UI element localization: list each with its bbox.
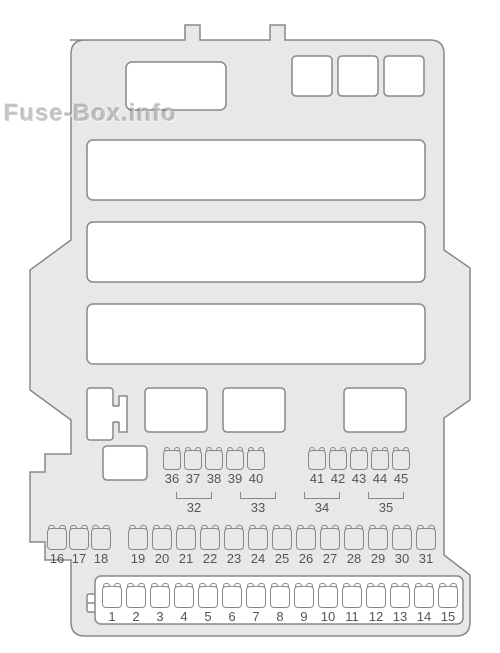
fuse-20 xyxy=(152,528,172,550)
fuse-label-11: 11 xyxy=(341,610,363,623)
fuse-22 xyxy=(200,528,220,550)
fuse-14 xyxy=(414,586,434,608)
fuse-21 xyxy=(176,528,196,550)
fuse-label-6: 6 xyxy=(221,610,243,623)
fuse-label-39: 39 xyxy=(224,472,246,485)
fuse-43 xyxy=(350,450,368,470)
fuse-5 xyxy=(198,586,218,608)
bracket-34 xyxy=(304,492,340,499)
fuse-25 xyxy=(272,528,292,550)
fuse-44 xyxy=(371,450,389,470)
fuse-28 xyxy=(344,528,364,550)
fuse-label-18: 18 xyxy=(90,552,112,565)
fuse-label-4: 4 xyxy=(173,610,195,623)
fuse-label-9: 9 xyxy=(293,610,315,623)
fuse-16 xyxy=(47,528,67,550)
bracket-33 xyxy=(240,492,276,499)
fuse-2 xyxy=(126,586,146,608)
fuse-26 xyxy=(296,528,316,550)
fuse-label-30: 30 xyxy=(391,552,413,565)
fuse-11 xyxy=(342,586,362,608)
fuse-label-33: 33 xyxy=(247,501,269,514)
fuse-label-14: 14 xyxy=(413,610,435,623)
fuse-label-37: 37 xyxy=(182,472,204,485)
fuse-label-19: 19 xyxy=(127,552,149,565)
fuse-label-3: 3 xyxy=(149,610,171,623)
fuse-1 xyxy=(102,586,122,608)
fuse-rows: 3637383940414243444532333435192021222324… xyxy=(0,0,500,653)
fuse-3 xyxy=(150,586,170,608)
fuse-23 xyxy=(224,528,244,550)
fuse-label-27: 27 xyxy=(319,552,341,565)
fuse-label-12: 12 xyxy=(365,610,387,623)
fuse-label-8: 8 xyxy=(269,610,291,623)
fuse-15 xyxy=(438,586,458,608)
fuse-label-13: 13 xyxy=(389,610,411,623)
fuse-42 xyxy=(329,450,347,470)
fuse-38 xyxy=(205,450,223,470)
fuse-4 xyxy=(174,586,194,608)
fuse-label-42: 42 xyxy=(327,472,349,485)
fuse-13 xyxy=(390,586,410,608)
fuse-label-26: 26 xyxy=(295,552,317,565)
fuse-31 xyxy=(416,528,436,550)
fuse-label-45: 45 xyxy=(390,472,412,485)
fuse-label-40: 40 xyxy=(245,472,267,485)
fuse-label-38: 38 xyxy=(203,472,225,485)
fuse-label-32: 32 xyxy=(183,501,205,514)
bracket-32 xyxy=(176,492,212,499)
fuse-label-5: 5 xyxy=(197,610,219,623)
fuse-41 xyxy=(308,450,326,470)
fuse-label-44: 44 xyxy=(369,472,391,485)
fuse-label-41: 41 xyxy=(306,472,328,485)
fuse-40 xyxy=(247,450,265,470)
fuse-9 xyxy=(294,586,314,608)
fuse-29 xyxy=(368,528,388,550)
fuse-36 xyxy=(163,450,181,470)
fuse-label-2: 2 xyxy=(125,610,147,623)
fuse-label-24: 24 xyxy=(247,552,269,565)
fuse-label-10: 10 xyxy=(317,610,339,623)
fuse-6 xyxy=(222,586,242,608)
fuse-24 xyxy=(248,528,268,550)
fuse-label-20: 20 xyxy=(151,552,173,565)
fuse-10 xyxy=(318,586,338,608)
fuse-label-15: 15 xyxy=(437,610,459,623)
fuse-label-1: 1 xyxy=(101,610,123,623)
bracket-35 xyxy=(368,492,404,499)
fuse-label-7: 7 xyxy=(245,610,267,623)
fuse-label-31: 31 xyxy=(415,552,437,565)
fuse-label-34: 34 xyxy=(311,501,333,514)
fuse-45 xyxy=(392,450,410,470)
fuse-label-29: 29 xyxy=(367,552,389,565)
fuse-27 xyxy=(320,528,340,550)
fuse-19 xyxy=(128,528,148,550)
fuse-label-43: 43 xyxy=(348,472,370,485)
fuse-39 xyxy=(226,450,244,470)
fuse-37 xyxy=(184,450,202,470)
fuse-12 xyxy=(366,586,386,608)
fuse-label-21: 21 xyxy=(175,552,197,565)
fuse-17 xyxy=(69,528,89,550)
fuse-label-23: 23 xyxy=(223,552,245,565)
fuse-label-22: 22 xyxy=(199,552,221,565)
fuse-label-25: 25 xyxy=(271,552,293,565)
fuse-label-17: 17 xyxy=(68,552,90,565)
fuse-label-16: 16 xyxy=(46,552,68,565)
fuse-30 xyxy=(392,528,412,550)
fuse-18 xyxy=(91,528,111,550)
fuse-7 xyxy=(246,586,266,608)
fuse-label-28: 28 xyxy=(343,552,365,565)
fuse-8 xyxy=(270,586,290,608)
fuse-label-36: 36 xyxy=(161,472,183,485)
fuse-label-35: 35 xyxy=(375,501,397,514)
